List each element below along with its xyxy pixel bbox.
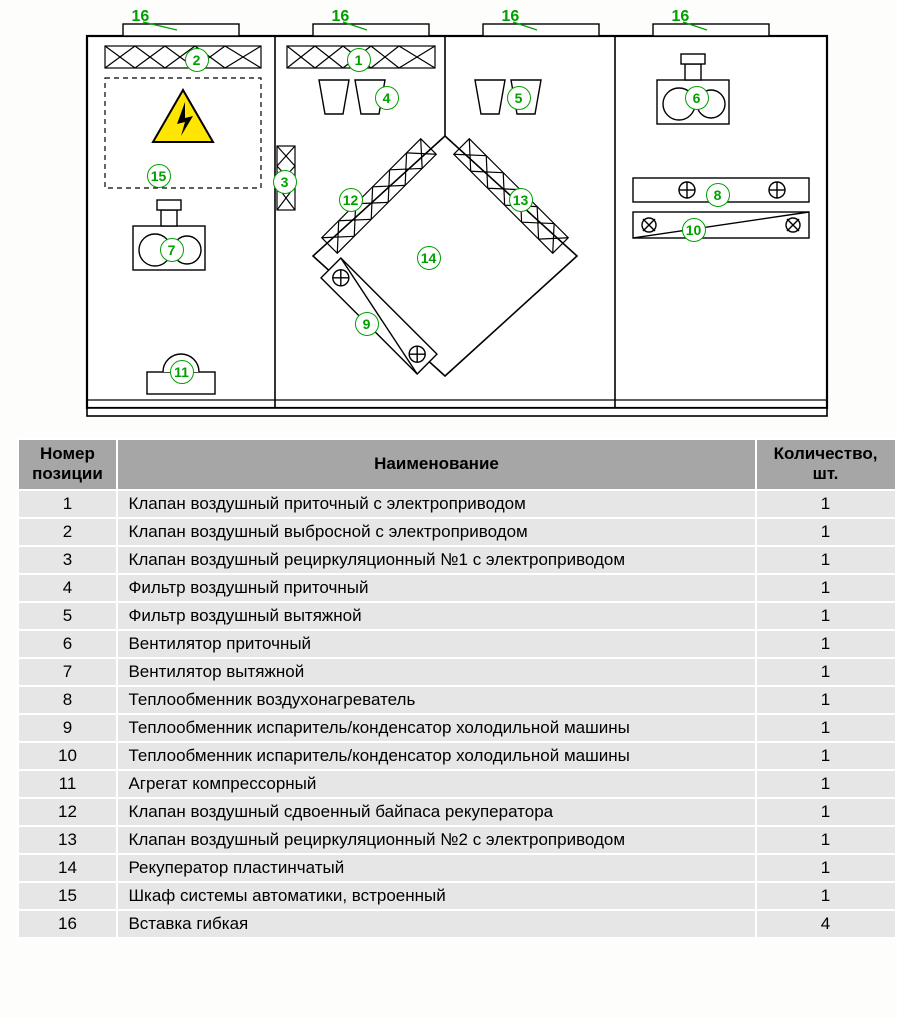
header-pos: Номер позиции xyxy=(18,439,118,490)
cell-pos: 10 xyxy=(18,742,118,770)
cell-name: Шкаф системы автоматики, встроенный xyxy=(117,882,755,910)
table-row: 14Рекуператор пластинчатый1 xyxy=(18,854,896,882)
header-name: Наименование xyxy=(117,439,755,490)
cell-qty: 1 xyxy=(756,714,896,742)
cell-pos: 8 xyxy=(18,686,118,714)
table-row: 4Фильтр воздушный приточный1 xyxy=(18,574,896,602)
cell-qty: 1 xyxy=(756,658,896,686)
table-row: 9Теплообменник испаритель/конденсатор хо… xyxy=(18,714,896,742)
cell-qty: 1 xyxy=(756,574,896,602)
cell-qty: 4 xyxy=(756,910,896,938)
cell-qty: 1 xyxy=(756,518,896,546)
parts-table: Номер позиции Наименование Количество, ш… xyxy=(17,438,897,939)
hvac-schematic: 16 16 16 16 2 14 5 6 15 3 12 13 8 7 10 14 9 11 xyxy=(77,8,837,428)
cell-pos: 3 xyxy=(18,546,118,574)
callout-16: 16 xyxy=(502,8,520,26)
cell-name: Клапан воздушный выбросной с электроприв… xyxy=(117,518,755,546)
cell-name: Клапан воздушный сдвоенный байпаса рекуп… xyxy=(117,798,755,826)
table-row: 13Клапан воздушный рециркуляционный №2 с… xyxy=(18,826,896,854)
callout-16: 16 xyxy=(332,8,350,26)
cell-pos: 13 xyxy=(18,826,118,854)
cell-name: Вставка гибкая xyxy=(117,910,755,938)
cell-name: Фильтр воздушный приточный xyxy=(117,574,755,602)
cell-qty: 1 xyxy=(756,770,896,798)
cell-pos: 2 xyxy=(18,518,118,546)
callout-7: 7 xyxy=(160,238,184,262)
callout-6: 6 xyxy=(685,86,709,110)
cell-pos: 12 xyxy=(18,798,118,826)
cell-name: Рекуператор пластинчатый xyxy=(117,854,755,882)
callout-11: 11 xyxy=(170,360,194,384)
cell-qty: 1 xyxy=(756,798,896,826)
cell-pos: 15 xyxy=(18,882,118,910)
callout-16: 16 xyxy=(672,8,690,26)
table-row: 5Фильтр воздушный вытяжной1 xyxy=(18,602,896,630)
callout-5: 5 xyxy=(507,86,531,110)
callout-13: 13 xyxy=(509,188,533,212)
cell-name: Вентилятор приточный xyxy=(117,630,755,658)
cell-pos: 6 xyxy=(18,630,118,658)
callout-3: 3 xyxy=(273,170,297,194)
table-row: 8Теплообменник воздухонагреватель1 xyxy=(18,686,896,714)
table-row: 12Клапан воздушный сдвоенный байпаса рек… xyxy=(18,798,896,826)
cell-qty: 1 xyxy=(756,742,896,770)
cell-pos: 4 xyxy=(18,574,118,602)
callout-16: 16 xyxy=(132,8,150,26)
cell-qty: 1 xyxy=(756,602,896,630)
table-row: 1Клапан воздушный приточный с электропри… xyxy=(18,490,896,518)
callout-12: 12 xyxy=(339,188,363,212)
table-row: 7Вентилятор вытяжной1 xyxy=(18,658,896,686)
header-qty: Количество, шт. xyxy=(756,439,896,490)
cell-name: Вентилятор вытяжной xyxy=(117,658,755,686)
table-row: 2Клапан воздушный выбросной с электропри… xyxy=(18,518,896,546)
cell-pos: 9 xyxy=(18,714,118,742)
table-row: 16Вставка гибкая4 xyxy=(18,910,896,938)
cell-pos: 7 xyxy=(18,658,118,686)
cell-name: Клапан воздушный приточный с электроприв… xyxy=(117,490,755,518)
callout-4: 4 xyxy=(375,86,399,110)
table-row: 11Агрегат компрессорный1 xyxy=(18,770,896,798)
table-row: 15Шкаф системы автоматики, встроенный1 xyxy=(18,882,896,910)
callout-8: 8 xyxy=(706,183,730,207)
cell-pos: 16 xyxy=(18,910,118,938)
cell-name: Теплообменник воздухонагреватель xyxy=(117,686,755,714)
cell-pos: 11 xyxy=(18,770,118,798)
callout-1: 1 xyxy=(347,48,371,72)
callout-15: 15 xyxy=(147,164,171,188)
table-row: 3Клапан воздушный рециркуляционный №1 с … xyxy=(18,546,896,574)
cell-qty: 1 xyxy=(756,854,896,882)
cell-pos: 1 xyxy=(18,490,118,518)
callout-14: 14 xyxy=(417,246,441,270)
cell-name: Фильтр воздушный вытяжной xyxy=(117,602,755,630)
cell-pos: 5 xyxy=(18,602,118,630)
table-row: 6Вентилятор приточный1 xyxy=(18,630,896,658)
cell-pos: 14 xyxy=(18,854,118,882)
table-row: 10Теплообменник испаритель/конденсатор х… xyxy=(18,742,896,770)
cell-qty: 1 xyxy=(756,686,896,714)
cell-name: Теплообменник испаритель/конденсатор хол… xyxy=(117,742,755,770)
callout-2: 2 xyxy=(185,48,209,72)
cell-qty: 1 xyxy=(756,826,896,854)
cell-qty: 1 xyxy=(756,490,896,518)
callout-10: 10 xyxy=(682,218,706,242)
cell-qty: 1 xyxy=(756,882,896,910)
cell-name: Клапан воздушный рециркуляционный №1 с э… xyxy=(117,546,755,574)
cell-qty: 1 xyxy=(756,546,896,574)
cell-name: Агрегат компрессорный xyxy=(117,770,755,798)
cell-name: Клапан воздушный рециркуляционный №2 с э… xyxy=(117,826,755,854)
cell-qty: 1 xyxy=(756,630,896,658)
callout-9: 9 xyxy=(355,312,379,336)
cell-name: Теплообменник испаритель/конденсатор хол… xyxy=(117,714,755,742)
